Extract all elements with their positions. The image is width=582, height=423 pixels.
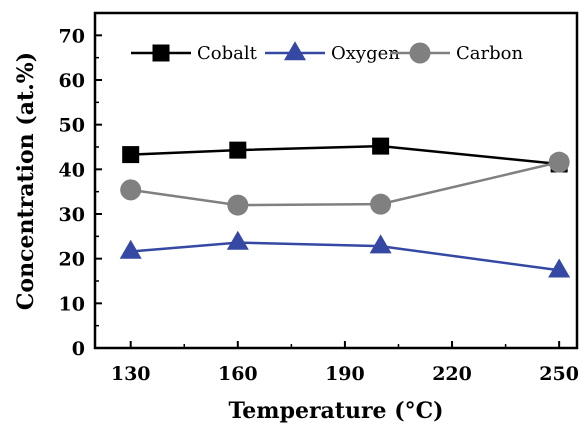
legend-item-oxygen: Oxygen [265,41,400,64]
y-tick-label: 50 [59,115,85,137]
tick-labels: 0 10 20 30 40 50 60 70 130 160 190 220 250 [59,25,579,385]
series-oxygen [119,230,571,278]
data-point-cobalt [122,146,140,164]
series-line-cobalt [130,144,560,166]
y-tick-label: 20 [59,249,85,271]
plot-frame [93,11,579,350]
series-cobalt [122,137,568,173]
data-point-oxygen [119,239,142,259]
data-point-carbon [370,193,392,215]
data-point-carbon [548,151,570,173]
data-point-carbon [227,194,249,216]
y-tick-label: 40 [59,159,85,181]
x-tick-label: 130 [111,363,151,385]
ticks [95,34,561,349]
x-axis-title: Temperature (°C) [228,398,443,423]
y-axis-title: Concentration (at.%) [13,52,39,310]
series-line-oxygen [130,241,560,272]
x-tick-label: 190 [325,363,365,385]
y-tick-label: 70 [59,25,85,47]
data-point-oxygen [226,230,249,250]
x-tick-label: 160 [218,363,258,385]
legend-item-cobalt: Cobalt [131,43,258,64]
series-group [119,137,571,278]
data-point-cobalt [229,141,247,159]
x-tick-label: 250 [539,363,579,385]
legend-label-oxygen: Oxygen [331,43,400,64]
legend-marker-oxygen [284,41,306,61]
y-tick-label: 30 [59,204,85,226]
legend: Cobalt Oxygen Carbon [131,41,523,64]
legend-marker-cobalt [152,44,170,62]
data-point-oxygen [548,258,571,278]
data-point-carbon [120,179,142,201]
y-tick-label: 10 [59,293,85,315]
legend-label-carbon: Carbon [456,43,523,64]
legend-label-cobalt: Cobalt [197,43,258,64]
data-point-oxygen [369,234,392,254]
series-line-carbon [130,160,560,207]
y-tick-label: 0 [72,338,85,360]
series-carbon [120,151,570,216]
data-point-cobalt [372,137,390,155]
x-tick-label: 220 [432,363,472,385]
y-tick-label: 60 [59,70,85,92]
legend-marker-carbon [409,42,431,64]
legend-item-carbon: Carbon [390,42,523,64]
